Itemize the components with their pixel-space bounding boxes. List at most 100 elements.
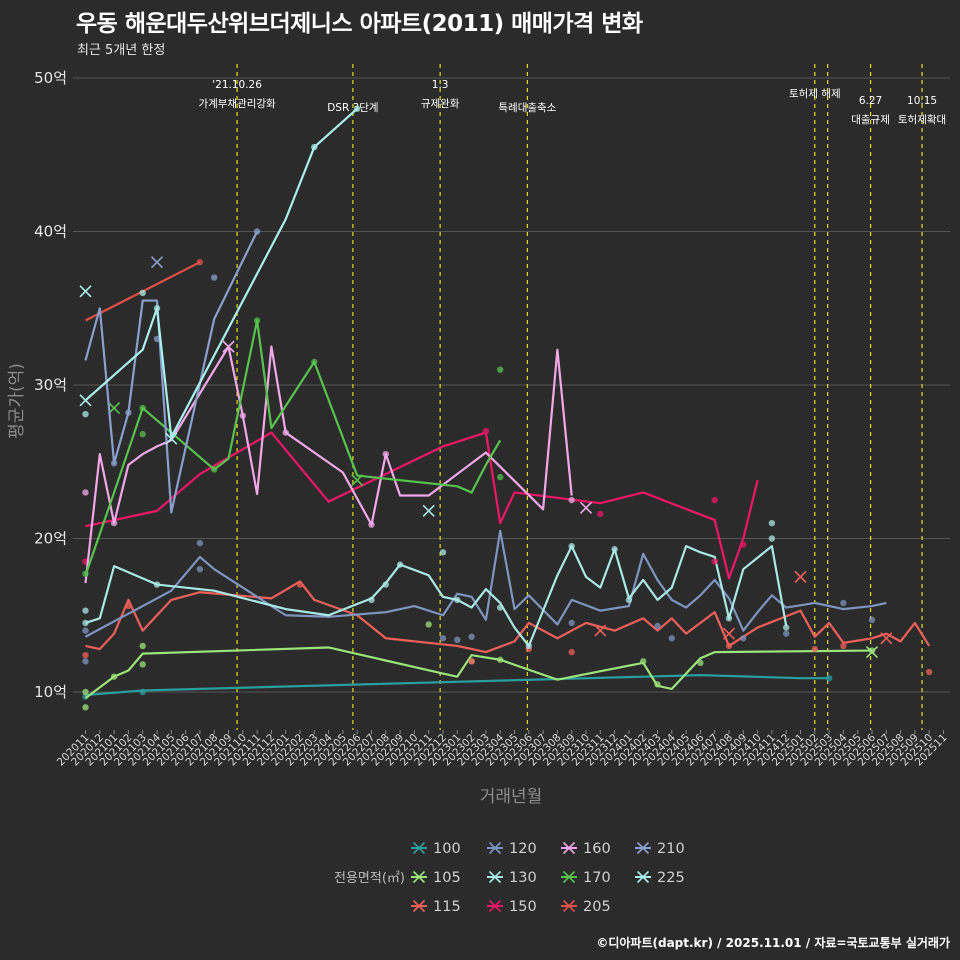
data-point bbox=[110, 519, 118, 527]
data-point bbox=[82, 607, 89, 614]
data-point bbox=[568, 619, 575, 627]
data-point bbox=[82, 704, 89, 711]
data-point bbox=[311, 358, 318, 366]
event-date: 1.3 bbox=[432, 79, 449, 91]
data-point bbox=[611, 546, 618, 553]
data-point bbox=[382, 581, 389, 588]
legend-symbol bbox=[562, 899, 576, 913]
data-point bbox=[439, 635, 447, 642]
transaction-marker bbox=[722, 627, 736, 640]
legend-symbol bbox=[412, 841, 426, 855]
data-point bbox=[82, 658, 89, 665]
legend-item-160: 160 bbox=[561, 841, 611, 857]
transaction-marker bbox=[165, 432, 178, 445]
data-point bbox=[926, 668, 933, 676]
event-date: 10.15 bbox=[907, 95, 937, 107]
series-120 bbox=[82, 529, 887, 665]
transaction-marker bbox=[79, 285, 92, 298]
series-160 bbox=[82, 340, 593, 584]
event-label: 규제완화 bbox=[421, 97, 460, 110]
series-line-210 bbox=[84, 231, 259, 514]
data-point bbox=[82, 627, 89, 634]
data-point bbox=[725, 615, 733, 622]
data-point bbox=[711, 558, 718, 565]
transaction-marker bbox=[865, 646, 879, 659]
legend-label: 100 bbox=[433, 841, 461, 857]
data-point bbox=[825, 674, 833, 682]
event-label: 대출규제 bbox=[851, 114, 890, 126]
legend-label: 115 bbox=[433, 899, 461, 915]
legend-item-210: 210 bbox=[635, 841, 685, 857]
data-point bbox=[768, 535, 776, 542]
y-axis-title: 평균가(억) bbox=[7, 363, 27, 439]
transaction-marker bbox=[222, 340, 235, 353]
data-point bbox=[625, 596, 633, 604]
y-axis-ticks: 10억 20억 30억 40억 50억 bbox=[34, 69, 67, 701]
series-line-105 bbox=[84, 646, 873, 700]
y-tick-label: 20억 bbox=[34, 530, 67, 548]
data-point bbox=[211, 466, 218, 473]
data-point bbox=[468, 633, 475, 640]
series-150 bbox=[82, 427, 759, 580]
legend-symbol bbox=[412, 870, 426, 884]
data-point bbox=[725, 642, 733, 650]
data-point bbox=[497, 473, 504, 481]
data-point bbox=[668, 635, 675, 642]
legend-symbol bbox=[636, 870, 650, 884]
data-point bbox=[82, 570, 89, 578]
data-point bbox=[654, 681, 661, 688]
transaction-marker bbox=[150, 256, 164, 269]
legend-symbol bbox=[488, 899, 502, 913]
data-point bbox=[568, 648, 575, 656]
event-label: 특례대출축소 bbox=[498, 102, 556, 114]
legend-label: 210 bbox=[657, 841, 685, 857]
series-line-150 bbox=[85, 431, 759, 580]
data-point bbox=[139, 688, 146, 696]
data-point bbox=[139, 642, 146, 650]
series-225 bbox=[79, 105, 361, 445]
data-point bbox=[396, 561, 404, 568]
legend: 전용면적(㎡) 100 105 115 120 130 150 160 170 205 210 22… bbox=[334, 841, 685, 915]
y-tick-label: 10억 bbox=[34, 683, 67, 701]
transaction-marker bbox=[880, 632, 893, 645]
data-point bbox=[354, 105, 361, 112]
x-axis-ticks: 2020112020122021012021022021032021042021… bbox=[55, 730, 950, 768]
footer-credit: ©디아파트(dapt.kr) / 2025.11.01 / 자료=국토교통부 실… bbox=[596, 936, 950, 950]
data-point bbox=[454, 596, 461, 604]
data-point bbox=[783, 624, 790, 631]
chart-title: 우동 해운대두산위브더제니스 아파트(2011) 매매가격 변화 bbox=[76, 11, 643, 37]
data-point bbox=[597, 510, 604, 518]
data-point bbox=[153, 305, 161, 312]
data-point bbox=[296, 581, 304, 588]
data-point bbox=[368, 521, 375, 528]
legend-item-120: 120 bbox=[487, 841, 537, 857]
y-tick-label: 30억 bbox=[34, 376, 67, 394]
event-label: DSR 3단계 bbox=[327, 102, 378, 114]
legend-symbol bbox=[412, 899, 426, 913]
data-point bbox=[654, 622, 661, 630]
data-point bbox=[82, 619, 89, 627]
legend-item-100: 100 bbox=[411, 841, 461, 857]
data-point bbox=[640, 658, 647, 665]
legend-label: 105 bbox=[433, 870, 461, 886]
data-point bbox=[711, 496, 718, 504]
data-point bbox=[211, 274, 218, 281]
legend-label: 225 bbox=[657, 870, 685, 886]
legend-item-105: 105 bbox=[411, 870, 461, 886]
series-100 bbox=[82, 674, 833, 700]
series-line-160 bbox=[84, 345, 573, 584]
transaction-marker bbox=[79, 394, 92, 407]
data-point bbox=[82, 489, 89, 496]
data-point bbox=[868, 616, 876, 624]
data-point bbox=[239, 412, 246, 419]
legend-item-205: 205 bbox=[561, 899, 611, 915]
legend-symbol bbox=[562, 841, 576, 855]
series-line-130 bbox=[85, 545, 788, 648]
series-line-100 bbox=[85, 674, 830, 697]
data-point bbox=[740, 541, 747, 548]
legend-label: 160 bbox=[583, 841, 611, 857]
data-point bbox=[768, 519, 776, 527]
data-point bbox=[439, 549, 447, 556]
